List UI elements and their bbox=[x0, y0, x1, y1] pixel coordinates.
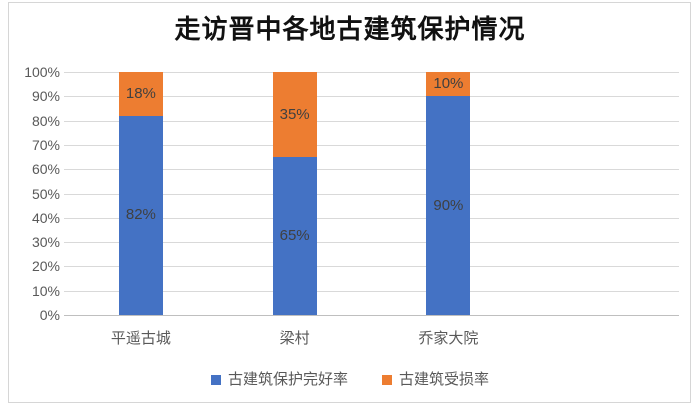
bar-segment-damaged bbox=[272, 72, 317, 158]
legend-label: 古建筑保护完好率 bbox=[227, 372, 348, 388]
y-axis-tick-label: 40% bbox=[31, 209, 60, 226]
bar-segment-damaged bbox=[426, 72, 471, 97]
x-axis-category-label: 乔家大院 bbox=[418, 331, 479, 347]
y-axis-tick-label: 10% bbox=[31, 282, 60, 299]
bar-data-label: 10% bbox=[433, 75, 464, 93]
y-axis-tick-label: 90% bbox=[31, 88, 60, 105]
chart-legend: 古建筑保护完好率 古建筑受损率 bbox=[0, 371, 700, 389]
y-axis-tick-label: 0% bbox=[39, 307, 60, 323]
legend-swatch-icon bbox=[210, 375, 221, 385]
gridline bbox=[64, 169, 679, 171]
gridline bbox=[64, 96, 679, 98]
bar-data-label: 35% bbox=[279, 105, 310, 123]
legend-item-intact-rate: 古建筑保护完好率 bbox=[210, 371, 348, 389]
y-axis-tick-label: 70% bbox=[31, 136, 60, 153]
gridline bbox=[64, 193, 679, 195]
bar-segment-intact bbox=[118, 115, 163, 315]
y-axis-tick-label: 100% bbox=[24, 64, 60, 80]
y-axis-tick-label: 80% bbox=[31, 112, 60, 129]
y-axis-tick-label: 20% bbox=[31, 258, 60, 275]
gridline bbox=[64, 120, 679, 122]
bar-data-label: 90% bbox=[433, 196, 464, 214]
bar-segment-damaged bbox=[118, 72, 163, 116]
gridline bbox=[64, 217, 679, 219]
bar-data-label: 65% bbox=[279, 227, 310, 245]
x-axis-category-label: 平遥古城 bbox=[110, 331, 171, 347]
x-axis-category-label: 梁村 bbox=[279, 331, 310, 347]
y-axis-tick-label: 30% bbox=[31, 234, 60, 251]
legend-swatch-icon bbox=[382, 375, 392, 385]
bar-segment-intact bbox=[426, 96, 471, 315]
gridline bbox=[64, 72, 679, 73]
bar-data-label: 18% bbox=[125, 84, 156, 102]
x-axis-line bbox=[64, 315, 679, 316]
gridline bbox=[64, 144, 679, 146]
chart-title: 走访晋中各地古建筑保护情况 bbox=[174, 15, 526, 44]
bar-segment-intact bbox=[272, 157, 317, 315]
bar-data-label: 82% bbox=[125, 206, 156, 224]
gridline bbox=[64, 242, 679, 244]
gridline bbox=[64, 290, 679, 292]
gridline bbox=[64, 266, 679, 268]
legend-label: 古建筑受损率 bbox=[399, 372, 490, 388]
y-axis-tick-label: 50% bbox=[31, 185, 60, 202]
y-axis-tick-label: 60% bbox=[31, 161, 60, 178]
legend-item-damage-rate: 古建筑受损率 bbox=[382, 371, 489, 389]
